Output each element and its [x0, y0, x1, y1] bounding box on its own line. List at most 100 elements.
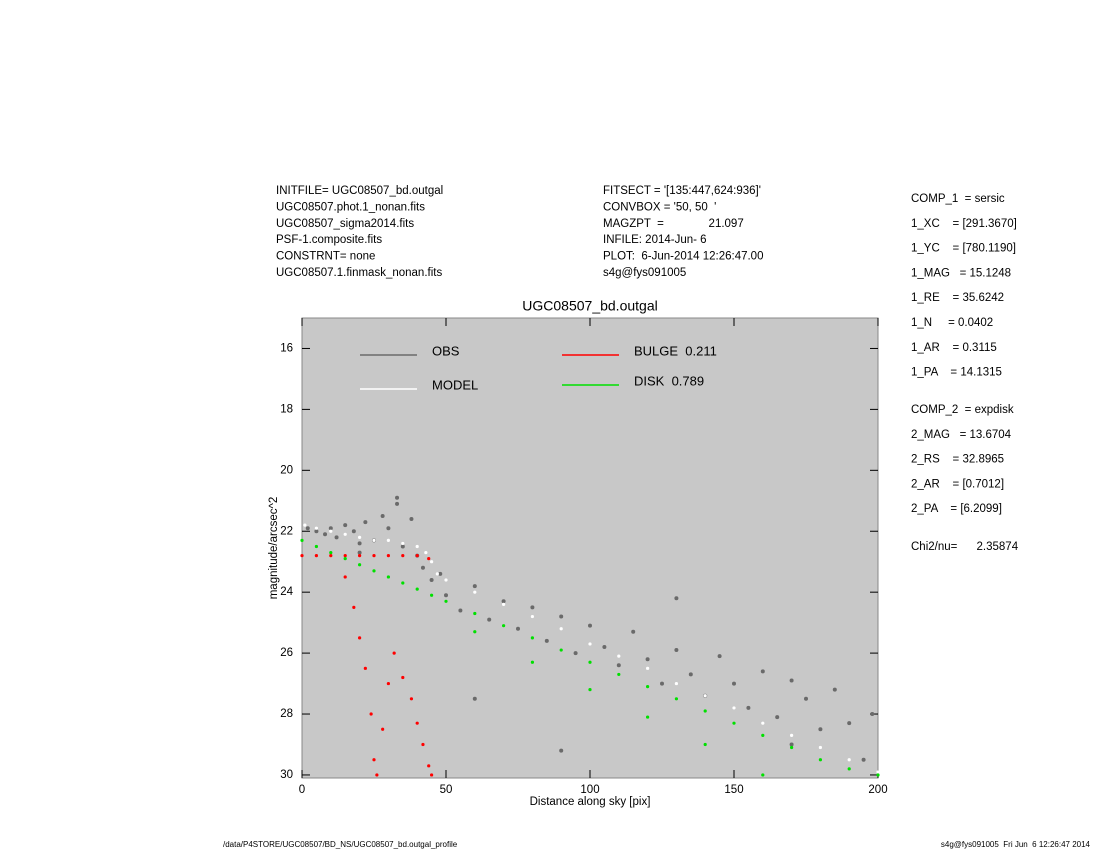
data-point [314, 554, 318, 558]
y-tick-label: 24 [280, 586, 293, 598]
fit-parameter: 1_RE = 35.6242 [911, 292, 1004, 304]
chart-title: UGC08507_bd.outgal [522, 298, 657, 314]
data-point [631, 629, 636, 634]
data-point [559, 614, 564, 619]
x-tick-label: 100 [580, 784, 599, 796]
data-point [559, 748, 564, 753]
data-point [386, 575, 390, 579]
data-point [588, 688, 592, 692]
data-point [703, 694, 707, 698]
data-point [646, 666, 650, 670]
data-point [602, 645, 607, 650]
data-point [358, 554, 362, 558]
data-point [375, 773, 379, 777]
legend-label: DISK 0.789 [634, 373, 704, 388]
data-point [328, 526, 333, 531]
data-point [790, 745, 794, 750]
data-point [386, 526, 391, 531]
data-point [343, 523, 348, 528]
data-point [818, 745, 823, 750]
data-point [386, 681, 390, 686]
data-point [401, 541, 405, 546]
data-point [424, 550, 428, 555]
y-tick-label: 28 [280, 708, 293, 720]
data-point [358, 636, 362, 640]
data-point [674, 596, 679, 601]
data-point [400, 544, 405, 549]
data-point [559, 627, 563, 631]
header-line: PLOT: 6-Jun-2014 12:26:47.00 [603, 251, 763, 263]
chi2: Chi2/nu= 2.35874 [911, 541, 1019, 553]
data-point [818, 727, 823, 732]
fit-parameter: 1_AR = 0.3115 [911, 342, 997, 354]
data-point [876, 773, 880, 777]
data-point [409, 517, 414, 522]
data-point [746, 705, 751, 710]
data-point [688, 672, 693, 677]
header-line: CONVBOX = '50, 50 ' [603, 201, 716, 213]
header-line: CONSTRNT= none [276, 251, 375, 263]
y-tick-label: 26 [280, 647, 293, 659]
legend-label: MODEL [432, 377, 478, 392]
data-point [351, 529, 356, 534]
data-point [334, 535, 339, 540]
data-point [300, 538, 304, 542]
data-point [415, 721, 419, 725]
data-point [314, 526, 318, 530]
data-point [415, 544, 419, 549]
header-line: INFILE: 2014-Jun- 6 [603, 234, 707, 246]
data-point [870, 712, 875, 717]
data-point [343, 532, 347, 536]
data-point [358, 535, 362, 539]
data-point [329, 529, 333, 533]
data-point [415, 554, 419, 558]
data-point [372, 538, 376, 542]
header-line: UGC08507_sigma2014.fits [276, 218, 414, 230]
data-point [372, 554, 376, 558]
fit-parameter: COMP_2 = expdisk [911, 404, 1014, 416]
data-point [429, 577, 434, 582]
data-point [444, 578, 448, 582]
data-point [674, 697, 679, 701]
data-point [409, 697, 414, 701]
data-point [617, 654, 621, 658]
y-tick-label: 20 [280, 464, 293, 476]
data-point [847, 721, 852, 726]
fit-parameter: 2_RS = 32.8965 [911, 454, 1004, 466]
data-point [588, 660, 592, 664]
data-point [617, 672, 621, 677]
x-tick-label: 0 [299, 784, 305, 796]
data-point [352, 605, 356, 610]
data-point [472, 696, 477, 701]
header-line: INITFILE= UGC08507_bd.outgal [276, 185, 443, 197]
fit-parameter: 1_N = 0.0402 [911, 317, 993, 329]
data-point [789, 742, 794, 747]
data-point [473, 590, 477, 594]
data-point [430, 560, 434, 564]
data-point [363, 520, 368, 525]
data-point [473, 630, 477, 634]
data-point [381, 727, 385, 731]
data-point [435, 572, 439, 576]
data-point [420, 565, 425, 570]
data-point [616, 663, 621, 668]
data-point [573, 651, 578, 656]
data-point [674, 681, 679, 686]
y-tick-label: 30 [280, 769, 293, 781]
data-point [530, 636, 535, 640]
y-tick-label: 18 [280, 403, 293, 415]
data-point [732, 721, 736, 725]
legend-label: BULGE 0.211 [634, 343, 717, 358]
data-point [421, 742, 425, 747]
data-point [732, 706, 736, 710]
fit-parameter: 2_PA = [6.2099] [911, 503, 1002, 515]
data-point [438, 571, 443, 576]
data-point [760, 669, 765, 674]
fit-parameter: COMP_1 = sersic [911, 193, 1005, 205]
data-point [314, 529, 319, 534]
header-line: FITSECT = '[135:447,624:936]' [603, 185, 761, 197]
data-point [501, 599, 506, 604]
data-point [458, 608, 463, 613]
data-point [343, 554, 347, 558]
